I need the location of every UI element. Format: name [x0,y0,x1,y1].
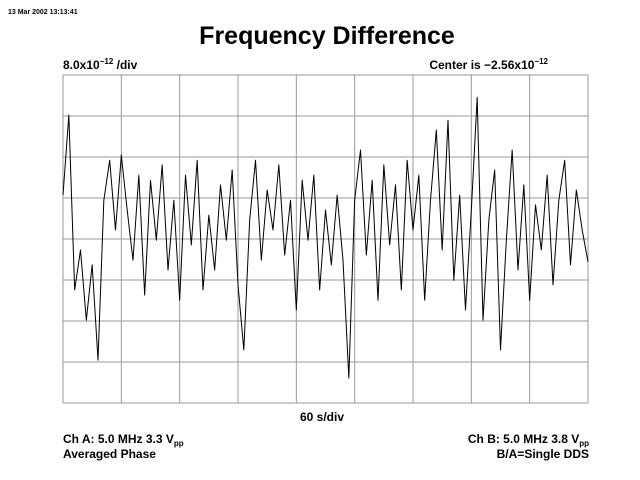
channel-a: Ch A: 5.0 MHz 3.3 Vpp [63,432,184,448]
scale-exponent: −12 [100,57,114,66]
channel-b-sub: pp [579,439,589,448]
channel-a-text: Ch A: 5.0 MHz 3.3 V [63,432,174,446]
chart-title: Frequency Difference [199,22,455,50]
scale-unit: /div [113,58,137,72]
center-label: Center is −2.56x10−12 [429,57,548,72]
channel-a-mode: Averaged Phase [63,447,156,461]
channel-a-sub: pp [174,439,184,448]
channel-b: Ch B: 5.0 MHz 3.8 Vpp [468,432,589,448]
timestamp: 13 Mar 2002 13:13:41 [8,9,78,16]
x-axis-label: 60 s/div [300,410,344,424]
scale-label: 8.0x10−12 /div [63,57,138,72]
channel-b-mode: B/A=Single DDS [497,447,589,461]
center-mantissa: Center is −2.56x10 [429,58,534,72]
channel-b-text: Ch B: 5.0 MHz 3.8 V [468,432,579,446]
scale-mantissa: 8.0x10 [63,58,100,72]
trace [62,96,589,379]
center-exponent: −12 [534,57,548,66]
